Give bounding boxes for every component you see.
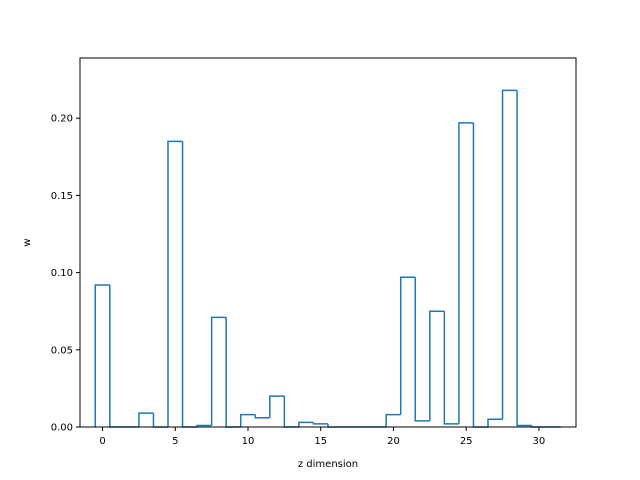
histogram-bar [298,421,314,427]
histogram-bar [385,413,401,427]
histogram-bar [239,413,256,427]
x-axis-label: z dimension [298,459,358,470]
histogram-bar [501,89,518,420]
histogram-bar [94,284,110,427]
histogram-bar [399,276,416,415]
x-tick-label: 20 [387,436,400,447]
histogram-bar [167,140,183,427]
histogram-bar [269,395,285,418]
x-tick-label: 10 [242,436,255,447]
plot-frame [79,57,577,428]
y-tick-label: 0.10 [51,268,73,279]
histogram-bar [429,310,445,421]
histogram-bar [516,90,532,427]
y-tick-label: 0.15 [51,191,73,202]
y-tick-label: 0.05 [51,345,73,356]
histogram-bar [312,422,328,425]
histogram-bar [254,414,270,419]
axis-ticks: 0 5 10 15 20 25 30 0.00 0.05 0.10 0.15 0.20 [51,114,546,447]
x-tick-label: 0 [99,436,105,447]
x-tick-label: 5 [172,436,178,447]
x-tick-label: 30 [533,436,546,447]
histogram-bar [443,311,459,425]
y-tick-label: 0.20 [51,114,73,125]
x-tick-label: 25 [460,436,473,447]
histogram-bar [138,412,154,427]
y-tick-label: 0.00 [51,423,73,434]
y-axis-label: w [22,238,33,246]
histogram-bar [458,122,474,424]
histogram-bar [196,424,212,427]
histogram-bar [487,418,503,427]
histogram-bar [414,277,430,422]
x-tick-label: 15 [314,436,327,447]
histogram-bar [210,316,227,426]
